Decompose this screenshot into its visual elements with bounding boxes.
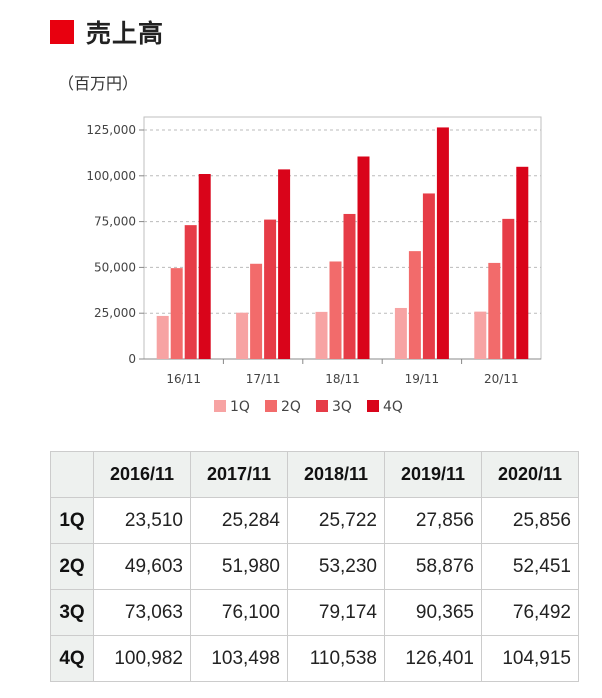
- table-row-label: 2Q: [50, 543, 94, 590]
- sales-bar-chart: 0 25,000 50,000 75,000 100,000 125,000 16/11 17…: [86, 116, 542, 415]
- table-cell: 126,401: [384, 635, 482, 682]
- bar: [502, 218, 515, 359]
- legend-swatch: [316, 400, 328, 412]
- table-cell: 58,876: [384, 543, 482, 590]
- legend-swatch: [367, 400, 379, 412]
- bar: [170, 268, 183, 359]
- table-row: 3Q 73,063 76,100 79,174 90,365 76,492: [50, 589, 579, 636]
- x-tick-label: 19/11: [405, 372, 440, 386]
- bar: [315, 311, 328, 359]
- legend-label: 2Q: [281, 399, 301, 415]
- bar: [408, 251, 421, 359]
- table-cell: 25,284: [190, 497, 288, 544]
- title-square-icon: [50, 20, 74, 44]
- bar: [329, 261, 342, 359]
- table-cell: 73,063: [93, 589, 191, 636]
- bar: [357, 156, 370, 359]
- y-tick-label: 125,000: [86, 123, 136, 137]
- page-title: 売上高: [86, 19, 165, 48]
- table-header-cell: 2018/11: [287, 451, 385, 498]
- bar: [436, 127, 449, 359]
- legend-swatch: [214, 400, 226, 412]
- sales-table: 2016/11 2017/11 2018/11 2019/11 2020/11 …: [50, 451, 579, 682]
- bar: [516, 166, 529, 359]
- bar: [474, 311, 487, 359]
- table-corner-cell: [50, 451, 94, 498]
- bar: [236, 312, 249, 359]
- y-tick-label: 100,000: [86, 169, 136, 183]
- table-cell: 104,915: [481, 635, 579, 682]
- x-tick-label: 16/11: [166, 372, 201, 386]
- y-tick-label: 25,000: [94, 306, 136, 320]
- table-row-label: 3Q: [50, 589, 94, 636]
- bar: [488, 262, 501, 359]
- table-cell: 76,492: [481, 589, 579, 636]
- table-header-row: 2016/11 2017/11 2018/11 2019/11 2020/11: [50, 451, 579, 498]
- table-cell: 90,365: [384, 589, 482, 636]
- table-cell: 51,980: [190, 543, 288, 590]
- x-tick-label: 18/11: [325, 372, 360, 386]
- legend-label: 3Q: [332, 399, 352, 415]
- bar: [343, 213, 356, 359]
- bar: [250, 263, 263, 359]
- table-cell: 52,451: [481, 543, 579, 590]
- table-row: 2Q 49,603 51,980 53,230 58,876 52,451: [50, 543, 579, 590]
- table-cell: 27,856: [384, 497, 482, 544]
- table-cell: 49,603: [93, 543, 191, 590]
- bar: [198, 174, 211, 359]
- unit-label: （百万円）: [58, 74, 139, 93]
- table-row: 4Q 100,982 103,498 110,538 126,401 104,9…: [50, 635, 579, 682]
- bar: [278, 169, 291, 359]
- x-tick-label: 17/11: [246, 372, 281, 386]
- y-tick-label: 75,000: [94, 215, 136, 229]
- page-header: 売上高: [50, 15, 164, 49]
- table-cell: 110,538: [287, 635, 385, 682]
- table-cell: 100,982: [93, 635, 191, 682]
- bar: [156, 315, 169, 359]
- table-cell: 53,230: [287, 543, 385, 590]
- table-header-cell: 2019/11: [384, 451, 482, 498]
- table-header-cell: 2016/11: [93, 451, 191, 498]
- table-cell: 79,174: [287, 589, 385, 636]
- table-cell: 76,100: [190, 589, 288, 636]
- x-tick-label: 20/11: [484, 372, 519, 386]
- bar: [184, 225, 197, 359]
- legend-label: 4Q: [383, 399, 403, 415]
- legend-label: 1Q: [230, 399, 250, 415]
- table-cell: 23,510: [93, 497, 191, 544]
- table-cell: 103,498: [190, 635, 288, 682]
- table-row: 1Q 23,510 25,284 25,722 27,856 25,856: [50, 497, 579, 544]
- y-tick-label: 50,000: [94, 260, 136, 274]
- table-row-label: 4Q: [50, 635, 94, 682]
- table-header-cell: 2020/11: [481, 451, 579, 498]
- bar: [422, 193, 435, 359]
- table-header-cell: 2017/11: [190, 451, 288, 498]
- table-cell: 25,856: [481, 497, 579, 544]
- legend-swatch: [265, 400, 277, 412]
- bar: [264, 219, 277, 359]
- bar: [394, 307, 407, 359]
- table-row-label: 1Q: [50, 497, 94, 544]
- y-tick-label: 0: [128, 352, 136, 366]
- table-cell: 25,722: [287, 497, 385, 544]
